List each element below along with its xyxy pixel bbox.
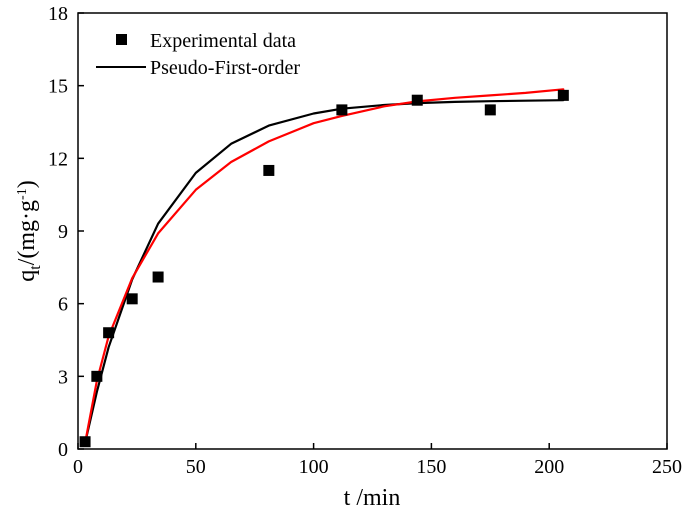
- plot-area: [77, 12, 668, 450]
- x-tick-label-250: 250: [652, 456, 682, 478]
- y-tick-label-12: 12: [48, 148, 68, 170]
- legend: Experimental data Pseudo-First-order: [96, 30, 300, 79]
- data-point-6: [336, 104, 348, 116]
- y-tick-label-9: 9: [58, 221, 68, 243]
- legend-marker-experimental: [116, 34, 127, 45]
- y-tick-label-15: 15: [48, 76, 68, 98]
- y-axis: 0 3 6 9 12 15 18: [48, 3, 84, 461]
- data-point-2: [103, 327, 115, 339]
- legend-label-experimental: Experimental data: [150, 30, 296, 52]
- data-point-7: [411, 94, 423, 106]
- x-tick-label-150: 150: [416, 456, 446, 478]
- data-point-0: [79, 436, 91, 448]
- series-line-1: [83, 99, 565, 444]
- data-point-1: [91, 370, 103, 382]
- x-tick-label-0: 0: [73, 456, 83, 478]
- x-tick-label-200: 200: [534, 456, 564, 478]
- y-tick-label-3: 3: [58, 366, 68, 388]
- y-axis-label: qt/(mg·g-1): [14, 180, 44, 281]
- points-layer: [79, 89, 569, 448]
- y-tick-label-18: 18: [48, 3, 68, 25]
- data-point-3: [126, 293, 138, 305]
- x-axis-label: t /min: [344, 485, 401, 511]
- x-tick-label-100: 100: [299, 456, 329, 478]
- y-tick-label-0: 0: [58, 439, 68, 461]
- data-point-9: [557, 89, 569, 101]
- series-line-2: [83, 88, 565, 444]
- data-point-4: [152, 271, 164, 283]
- curves-layer: [83, 88, 565, 444]
- data-point-8: [484, 104, 496, 116]
- x-axis: 0 50 100 150 200 250: [73, 443, 682, 478]
- legend-label-pseudo-first-order: Pseudo-First-order: [150, 57, 300, 79]
- x-tick-label-50: 50: [186, 456, 206, 478]
- y-tick-label-6: 6: [58, 294, 68, 316]
- data-point-5: [263, 164, 275, 176]
